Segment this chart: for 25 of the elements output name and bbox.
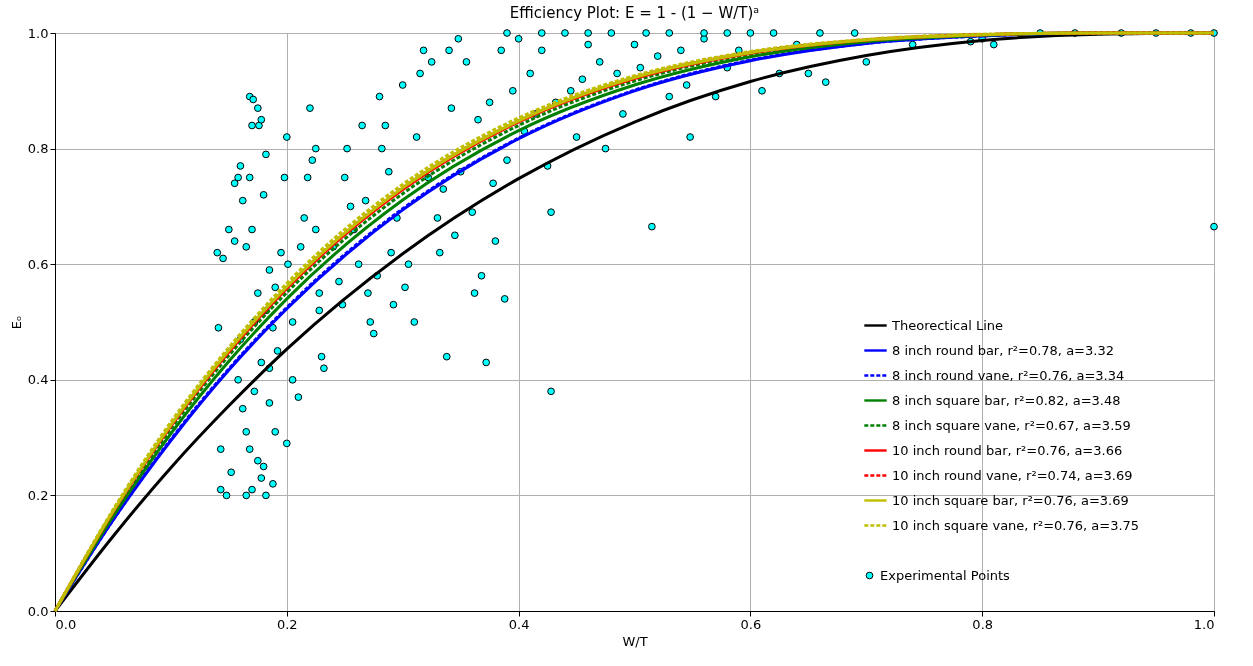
y-tick-label: 0.2 [27, 487, 49, 503]
legend-label: 10 inch round bar, r²=0.76, a=3.66 [892, 442, 1123, 458]
legend-label: 8 inch round vane, r²=0.76, a=3.34 [892, 367, 1125, 383]
legend-label: 10 inch square vane, r²=0.76, a=3.75 [892, 517, 1140, 533]
legend-label: 10 inch square bar, r²=0.76, a=3.69 [892, 492, 1129, 508]
legend-label: Experimental Points [880, 567, 1011, 583]
x-tick-label: 0.6 [740, 616, 762, 632]
legend-label: 8 inch square bar, r²=0.82, a=3.48 [892, 392, 1121, 408]
y-tick-label: 0.0 [27, 603, 49, 619]
x-tick-label: 0.0 [55, 616, 77, 632]
y-tick-label: 0.4 [27, 372, 49, 388]
x-tick-label: 0.2 [276, 616, 298, 632]
chart-title: Efficiency Plot: E = 1 - (1 − W/T)ᵃ [509, 4, 760, 22]
x-axis-title: W/T [622, 633, 648, 649]
x-tick-label: 0.4 [508, 616, 530, 632]
y-tick-label: 1.0 [27, 25, 49, 41]
x-tick-label: 0.8 [972, 616, 994, 632]
legend-label: 8 inch round bar, r²=0.78, a=3.32 [892, 342, 1114, 358]
y-tick-label: 0.8 [27, 141, 49, 157]
legend-label: 10 inch round vane, r²=0.74, a=3.69 [892, 467, 1133, 483]
legend-label: 8 inch square vane, r²=0.67, a=3.59 [892, 417, 1131, 433]
y-tick-label: 0.6 [27, 256, 49, 272]
legend-label: Theorectical Line [891, 317, 1003, 333]
y-axis-title: Eₒ [8, 315, 24, 330]
x-tick-label: 1.0 [1193, 616, 1215, 632]
